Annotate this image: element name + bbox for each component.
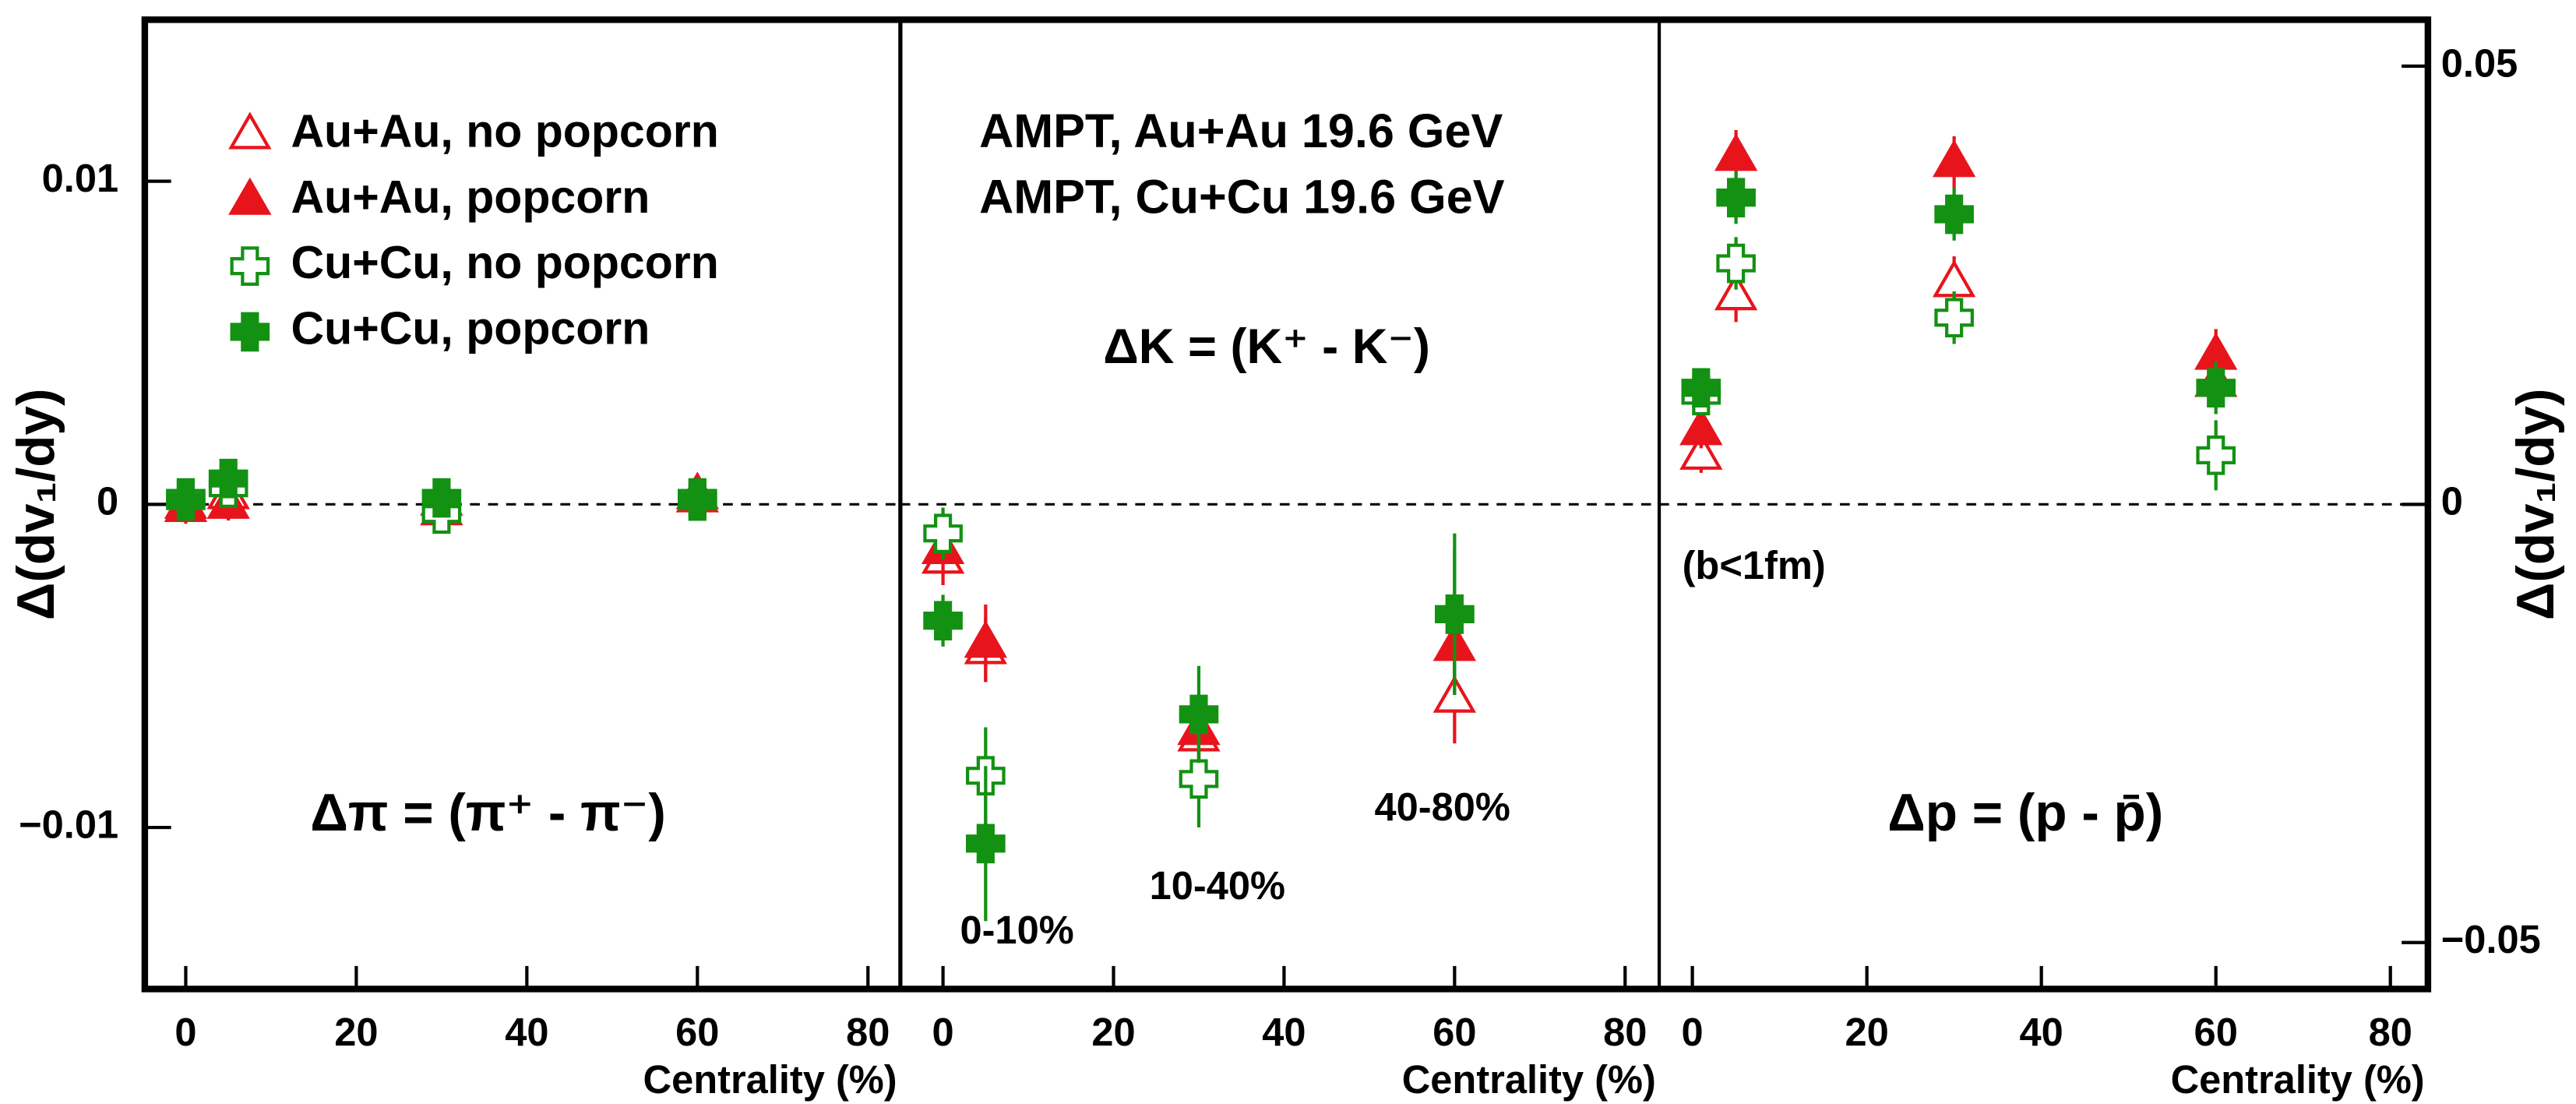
legend-label: Au+Au, no popcorn [291, 106, 719, 157]
y-tick-label: 0 [97, 479, 118, 524]
data-point [1679, 432, 1723, 470]
data-point [923, 513, 963, 553]
legend-marker [228, 111, 272, 150]
data-point [964, 620, 1008, 658]
x-tick-label: 0 [174, 1010, 196, 1054]
data-point [166, 481, 206, 521]
data-point [1179, 694, 1219, 735]
data-point [208, 458, 248, 499]
data-point [1435, 594, 1475, 634]
annotation: Δπ = (π⁺ - π⁻) [310, 784, 665, 842]
x-tick-label: 80 [1603, 1010, 1647, 1054]
legend-label: Cu+Cu, no popcorn [291, 237, 719, 288]
data-point [1932, 259, 1976, 298]
x-tick-label: 20 [334, 1010, 378, 1054]
data-point [1681, 368, 1721, 408]
x-tick-label: 60 [2194, 1010, 2238, 1054]
x-axis-label: Centrality (%) [2171, 1057, 2425, 1102]
data-point [421, 478, 462, 518]
x-axis-label: Centrality (%) [643, 1057, 897, 1102]
data-point [1716, 178, 1756, 217]
data-point [1934, 194, 1974, 235]
legend-marker [228, 177, 272, 215]
data-point [966, 824, 1006, 864]
legend-marker [230, 312, 270, 352]
data-point [1179, 759, 1219, 799]
x-tick-label: 40 [2020, 1010, 2063, 1054]
annotation: ΔK = (K⁺ - K⁻) [1103, 319, 1430, 374]
annotation: AMPT, Au+Au 19.6 GeV [979, 104, 1503, 157]
x-tick-label: 40 [505, 1010, 548, 1054]
legend-label: Au+Au, popcorn [291, 171, 650, 223]
x-tick-label: 0 [932, 1010, 954, 1054]
annotation: (b<1fm) [1683, 543, 1826, 587]
x-tick-label: 60 [675, 1010, 719, 1054]
y-tick-label: −0.01 [19, 802, 118, 846]
annotation: 0-10% [960, 908, 1073, 952]
data-point [1934, 298, 1974, 338]
annotation: 40-80% [1375, 785, 1510, 829]
y2-tick-label: −0.05 [2441, 917, 2541, 961]
data-point [1932, 139, 1976, 178]
annotation: AMPT, Cu+Cu 19.6 GeV [979, 170, 1505, 223]
x-tick-label: 20 [1845, 1010, 1889, 1054]
data-point [1716, 243, 1756, 284]
annotation: Δp = (p - p̄) [1887, 784, 2163, 842]
data-point [2196, 368, 2236, 408]
data-point [1714, 273, 1758, 311]
x-tick-label: 20 [1091, 1010, 1135, 1054]
data-point [1679, 407, 1723, 446]
x-tick-label: 60 [1432, 1010, 1476, 1054]
y-tick-label: 0.01 [42, 156, 118, 200]
legend-label: Cu+Cu, popcorn [291, 303, 650, 354]
y2-tick-label: 0 [2441, 479, 2463, 524]
plot-frame [141, 16, 2432, 993]
y2-tick-label: 0.05 [2441, 41, 2518, 85]
annotation: 10-40% [1150, 863, 1285, 908]
y2-axis-label: Δ(dv₁/dy) [2507, 389, 2565, 621]
legend-marker [230, 246, 270, 286]
y-axis-label: Δ(dv₁/dy) [7, 389, 65, 621]
x-tick-label: 40 [1262, 1010, 1306, 1054]
x-axis-label: Centrality (%) [1402, 1057, 1656, 1102]
x-tick-label: 80 [2369, 1010, 2412, 1054]
data-point [678, 481, 717, 521]
data-point [1714, 133, 1758, 171]
data-point [2196, 436, 2236, 475]
data-point [923, 601, 963, 640]
x-tick-label: 80 [846, 1010, 890, 1054]
x-tick-label: 0 [1682, 1010, 1704, 1054]
